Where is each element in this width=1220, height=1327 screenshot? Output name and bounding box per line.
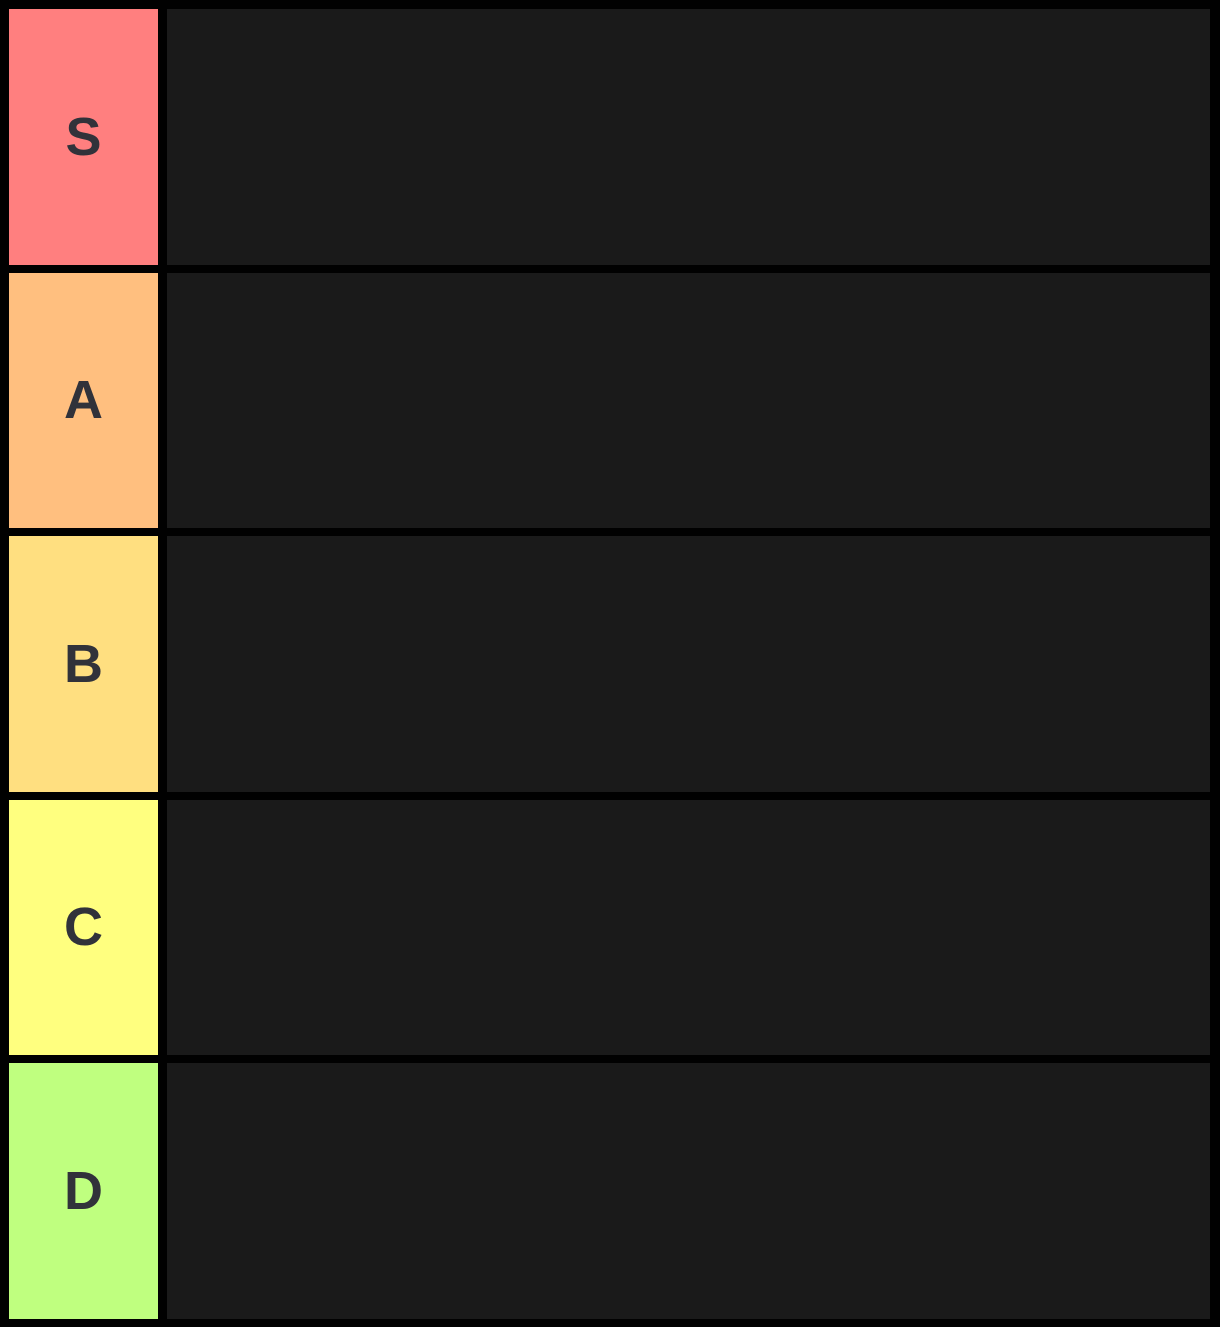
tier-label-text: C [64, 897, 103, 958]
tier-label-c[interactable]: C [9, 799, 158, 1055]
tier-label-a[interactable]: A [9, 272, 158, 528]
tier-row-d: D [9, 1063, 1210, 1319]
tier-row-a: A [9, 272, 1210, 528]
tier-label-text: B [64, 633, 103, 694]
tier-label-s[interactable]: S [9, 9, 158, 265]
tier-dropzone-d[interactable] [167, 1063, 1210, 1319]
tier-dropzone-b[interactable] [167, 536, 1210, 792]
tier-label-text: A [64, 370, 103, 431]
tier-row-s: S [9, 9, 1210, 265]
tier-label-b[interactable]: B [9, 536, 158, 792]
tier-dropzone-a[interactable] [167, 272, 1210, 528]
tier-list-board: S A B C D [9, 9, 1210, 1327]
tier-label-text: S [65, 106, 102, 167]
tier-dropzone-s[interactable] [167, 9, 1210, 265]
tier-label-text: D [64, 1160, 103, 1221]
tier-row-b: B [9, 536, 1210, 792]
tier-label-d[interactable]: D [9, 1063, 158, 1319]
tier-dropzone-c[interactable] [167, 799, 1210, 1055]
tier-row-c: C [9, 799, 1210, 1055]
